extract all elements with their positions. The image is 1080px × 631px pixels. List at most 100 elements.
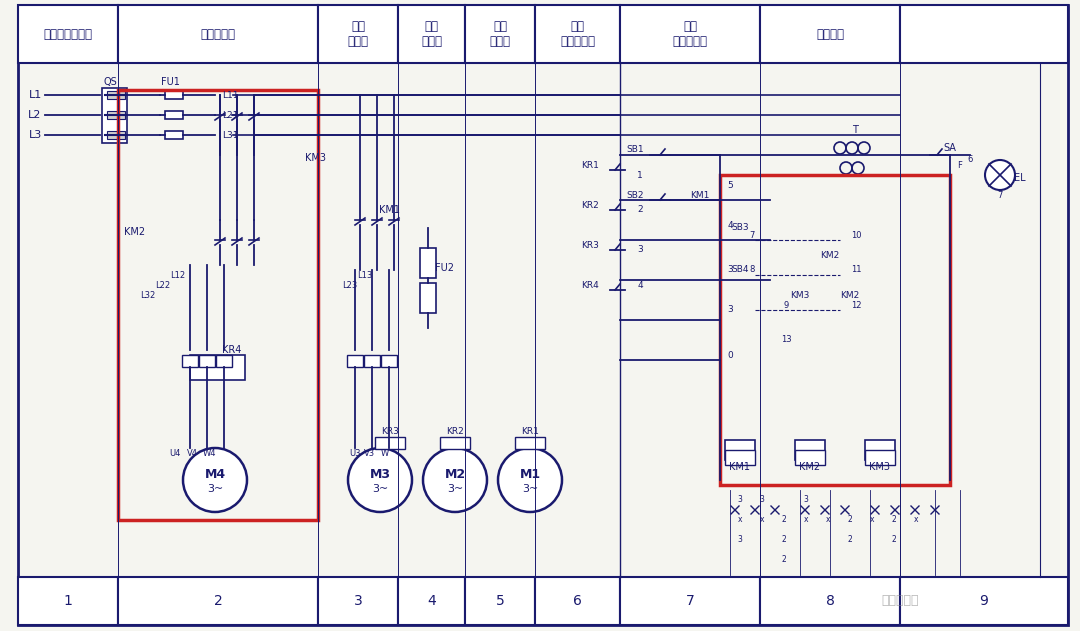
Bar [318,577,399,625]
Text: 电源开关及保护: 电源开关及保护 [43,28,93,40]
Text: 2: 2 [782,516,786,524]
Bar [199,355,215,367]
Text: KM1: KM1 [690,191,710,199]
Text: x: x [738,516,742,524]
Text: 油泵
电动机: 油泵 电动机 [421,20,442,48]
Text: 2: 2 [782,555,786,565]
Text: x: x [869,516,874,524]
Text: 4: 4 [637,281,643,290]
Text: M2: M2 [445,468,465,480]
Text: 3: 3 [637,245,643,254]
Text: KM1: KM1 [379,205,401,215]
Text: 6: 6 [968,155,973,165]
Text: SA: SA [944,143,957,153]
Text: 0: 0 [727,350,733,360]
Bar [865,450,895,465]
Bar [375,437,405,449]
Bar [183,355,198,367]
Text: U3: U3 [349,449,361,457]
Text: 2: 2 [214,594,222,608]
Text: L13: L13 [357,271,373,280]
Bar [216,355,232,367]
Text: M1: M1 [519,468,541,480]
Text: 13: 13 [781,336,792,345]
Text: 2: 2 [892,516,896,524]
Text: 6: 6 [573,594,582,608]
Bar [107,91,125,99]
Text: 5: 5 [496,594,504,608]
Bar [760,5,900,63]
Text: KM3: KM3 [869,462,891,472]
Text: x: x [826,516,831,524]
Text: L11: L11 [221,91,239,100]
Text: KM1: KM1 [729,462,751,472]
Text: KR3: KR3 [581,240,599,249]
Bar [515,437,545,449]
Text: 3: 3 [738,536,742,545]
Text: 2: 2 [637,206,643,215]
Text: 3~: 3~ [522,484,538,494]
Text: KR2: KR2 [446,427,464,437]
Bar [620,577,760,625]
Text: 2: 2 [848,536,852,545]
Text: SB4: SB4 [731,266,748,274]
Text: 2: 2 [848,516,852,524]
Text: F: F [958,160,962,170]
Bar [465,577,535,625]
Text: 3: 3 [759,495,765,505]
Text: KM3: KM3 [791,290,810,300]
Text: L3: L3 [28,130,42,140]
Bar [865,440,895,460]
Text: 8: 8 [750,266,755,274]
Text: x: x [914,516,918,524]
Text: 工件电动机: 工件电动机 [201,28,235,40]
Text: x: x [804,516,808,524]
Bar [795,440,825,460]
Text: KM2: KM2 [124,227,146,237]
Bar [318,5,399,63]
Circle shape [498,448,562,512]
Bar [18,577,118,625]
Bar [760,577,900,625]
Text: x: x [759,516,765,524]
Text: L21: L21 [221,112,239,121]
Text: KR3: KR3 [381,427,399,437]
Text: 7: 7 [750,230,755,240]
Text: V3: V3 [364,449,376,457]
Text: 7: 7 [686,594,694,608]
Text: QS: QS [103,77,117,87]
Text: 2: 2 [892,536,896,545]
Bar [620,5,760,63]
Bar [107,131,125,139]
Text: L31: L31 [221,131,239,141]
Text: 3: 3 [353,594,363,608]
Text: L23: L23 [342,281,357,290]
Bar [102,88,127,143]
Text: 3: 3 [727,266,733,274]
Text: 9: 9 [980,594,988,608]
Text: 8: 8 [825,594,835,608]
Text: 7: 7 [997,191,1002,199]
Circle shape [985,160,1015,190]
Text: KR4: KR4 [581,281,599,290]
Text: M3: M3 [369,468,391,480]
Text: 1: 1 [64,594,72,608]
Bar [118,577,318,625]
Text: 3~: 3~ [372,484,388,494]
Text: V4: V4 [187,449,198,457]
Text: KR1: KR1 [521,427,539,437]
Text: 2: 2 [782,536,786,545]
Bar [725,450,755,465]
Circle shape [348,448,411,512]
Bar [165,91,183,99]
Bar [107,111,125,119]
Bar [720,175,950,485]
Bar [399,577,465,625]
Text: L32: L32 [140,290,156,300]
Bar [381,355,397,367]
Text: L2: L2 [28,110,42,120]
Text: 9: 9 [783,300,788,309]
Text: 1: 1 [637,170,643,179]
Text: U4: U4 [170,449,180,457]
Text: L12: L12 [171,271,186,280]
